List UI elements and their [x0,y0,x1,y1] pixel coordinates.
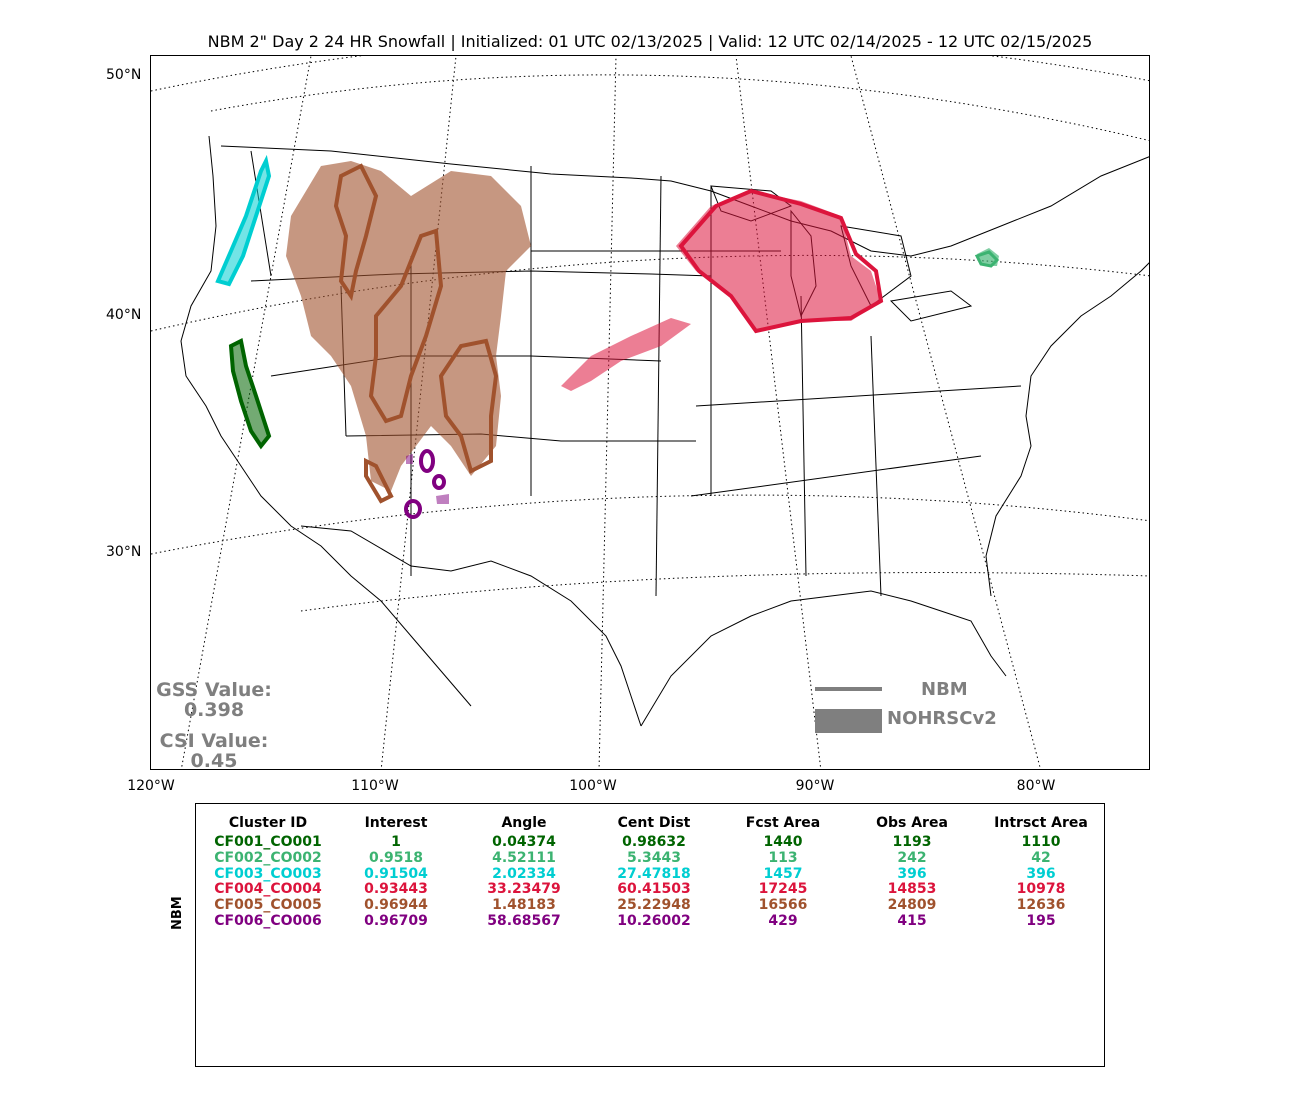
cluster-cf001 [228,338,272,450]
cluster-cf004-obs-band [561,318,691,391]
table-cell-cent-dist: 25.22948 [617,897,691,914]
lon-label-120w: 120°W [127,778,175,794]
table-cell-cluster-id: CF002_CO002 [214,849,322,866]
cluster-stats-table [195,803,1105,1067]
gss-value: 0.398 [183,699,245,721]
table-cell-intrsct-area: 1110 [1021,834,1061,850]
cluster-cf004 [561,188,884,391]
csi-label: CSI Value: [159,730,269,752]
table-cell-angle: 0.04374 [492,834,556,850]
table-cell-intrsct-area: 396 [1026,865,1056,882]
cluster-cf006 [404,449,449,519]
table-cell-cent-dist: 0.98632 [622,834,686,850]
table-header-interest: Interest [364,815,428,831]
table-cell-fcst-area: 17245 [758,881,808,898]
cluster-cf002-fcst [974,250,1000,268]
table-cell-obs-area: 415 [897,913,927,929]
table-cell-fcst-area: 1440 [763,834,803,850]
table-cell-interest: 0.96944 [364,897,428,914]
lon-label-100w: 100°W [569,778,617,794]
cluster-cf006-obs-1 [406,454,413,464]
table-header-obs-area: Obs Area [876,815,948,831]
table-cell-cent-dist: 5.3443 [626,849,682,866]
legend-nbm-swatch [815,687,882,691]
table-cell-obs-area: 14853 [887,881,937,898]
table-cell-interest: 0.96709 [364,913,428,929]
table-cell-intrsct-area: 195 [1026,913,1056,929]
cluster-cf001-obs [231,341,269,446]
table-cell-cluster-id: CF004_CO004 [214,881,322,898]
table-cell-obs-area: 242 [897,849,927,866]
lon-label-80w: 80°W [1016,778,1056,794]
table-side-label: NBM [170,896,185,930]
table-cell-cluster-id: CF006_CO006 [214,913,322,929]
legend-nohrsc-swatch [815,709,882,733]
table-header-cent-dist: Cent Dist [617,815,691,831]
cluster-cf006-obs-2 [436,494,449,504]
cluster-cf006-fcst-3 [404,499,422,519]
lat-label-30n: 30°N [106,544,142,560]
lon-label-110w: 110°W [351,778,399,794]
table-cell-angle: 33.23479 [487,881,561,898]
table-cell-fcst-area: 113 [768,849,798,866]
table-cell-angle: 58.68567 [487,913,561,929]
table-cell-interest: 0.91504 [364,865,428,882]
table-header-fcst-area: Fcst Area [745,815,821,831]
table-cell-interest: 0.93443 [364,881,428,898]
cluster-cf006-fcst-1 [419,449,435,473]
cluster-cf006-fcst-2 [432,474,446,490]
cluster-cf005-fcst-b [368,228,444,424]
table-cell-obs-area: 24809 [887,897,937,914]
cluster-cf003 [215,154,272,287]
table-header-intrsct-area: Intrsct Area [994,815,1088,831]
lon-label-90w: 90°W [795,778,835,794]
table-header-cluster-id: Cluster ID [228,815,308,831]
table-cell-cluster-id: CF003_CO003 [214,865,322,882]
table-cell-angle: 4.52111 [492,849,556,866]
cluster-cf001-fcst [228,338,272,450]
gss-label: GSS Value: [156,679,272,701]
table-cell-interest: 0.9518 [368,849,424,866]
table-cell-fcst-area: 429 [768,913,798,929]
cluster-cf004-fcst [678,188,884,334]
table-cell-obs-area: 396 [897,865,927,882]
graticule [151,56,1149,769]
table-cell-fcst-area: 1457 [763,865,803,882]
lat-label-50n: 50°N [106,67,142,83]
table-cell-interest: 1 [391,834,401,850]
cluster-cf003-fcst [215,154,272,287]
table-cell-cent-dist: 27.47818 [617,865,691,882]
cluster-cf002 [974,248,1000,268]
cluster-cf005-fcst-a [333,163,379,302]
table-cell-cluster-id: CF005_CO005 [214,897,322,914]
cluster-cf005-fcst-c [438,338,499,474]
cluster-cf005-obs [286,161,531,491]
table-cell-intrsct-area: 10978 [1016,881,1066,898]
cluster-cf004-obs [676,191,881,331]
legend-nohrsc-label: NOHRSCv2 [887,708,997,729]
table-cell-fcst-area: 16566 [758,897,808,914]
table-cell-angle: 1.48183 [492,897,556,914]
table-cell-cent-dist: 60.41503 [617,881,691,898]
table-header-angle: Angle [501,815,547,831]
map-title: NBM 2" Day 2 24 HR Snowfall | Initialize… [207,32,1093,51]
cluster-cf005 [286,161,531,504]
table-cell-cent-dist: 10.26002 [617,913,691,929]
table-cell-obs-area: 1193 [892,834,932,850]
table-cell-cluster-id: CF001_CO001 [214,834,322,850]
legend-nbm-label: NBM [921,679,968,700]
cluster-cf005-fcst-d [364,457,394,504]
table-cell-intrsct-area: 12636 [1016,897,1066,914]
table-cell-angle: 2.02334 [492,865,556,882]
snowfall-map [150,55,1150,770]
lat-label-40n: 40°N [106,307,142,323]
table-cell-intrsct-area: 42 [1031,849,1051,866]
csi-value: 0.45 [190,750,238,772]
